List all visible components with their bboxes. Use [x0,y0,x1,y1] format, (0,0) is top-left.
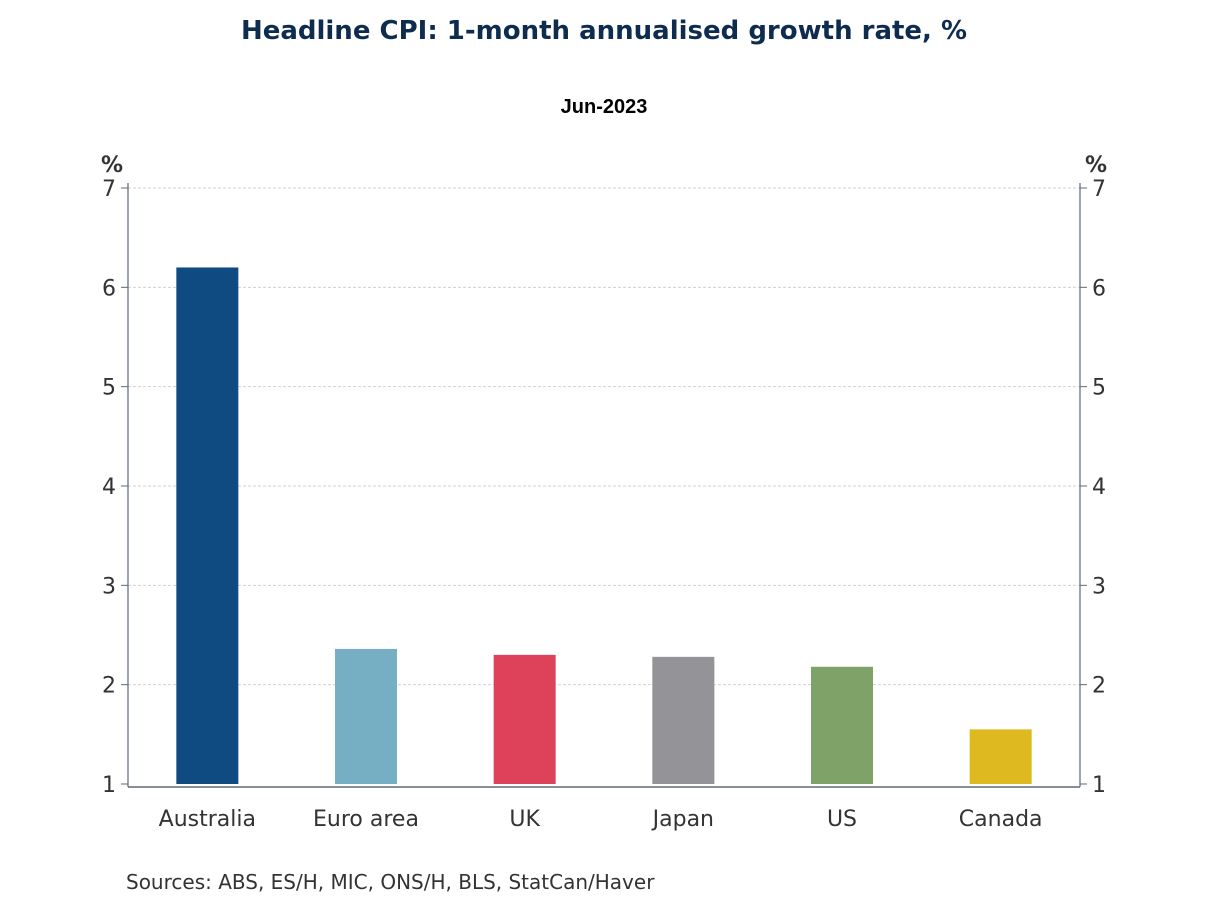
source-note: Sources: ABS, ES/H, MIC, ONS/H, BLS, Sta… [126,870,655,894]
x-tick-label: Canada [959,807,1043,832]
right-tick-label: 1 [1092,773,1106,798]
bar-australia [176,267,239,784]
bar-japan [652,656,715,784]
right-tick-label: 2 [1092,674,1106,699]
right-tick-label: 7 [1092,177,1106,202]
chart-subtitle: Jun-2023 [560,96,648,118]
left-tick-label: 2 [102,674,116,699]
right-tick-label: 6 [1092,276,1106,301]
x-tick-label: Japan [651,807,714,832]
right-tick-label: 5 [1092,376,1106,401]
x-tick-label: UK [509,807,540,832]
bar-euro-area [335,648,397,784]
right-axis-unit: % [1085,153,1107,178]
bar-canada [969,729,1032,784]
bar-us [811,666,873,784]
bar-uk [493,654,556,784]
left-tick-label: 5 [102,376,116,401]
left-tick-label: 3 [102,574,116,599]
x-tick-label: Euro area [313,807,419,832]
x-tick-label: US [827,807,857,832]
left-tick-label: 7 [102,177,116,202]
left-tick-label: 6 [102,276,116,301]
chart-title: Headline CPI: 1-month annualised growth … [240,16,968,46]
right-tick-label: 3 [1092,574,1106,599]
left-axis-unit: % [101,153,123,178]
left-tick-label: 1 [102,773,116,798]
right-tick-label: 4 [1092,475,1106,500]
x-tick-label: Australia [159,807,256,832]
left-tick-label: 4 [102,475,116,500]
